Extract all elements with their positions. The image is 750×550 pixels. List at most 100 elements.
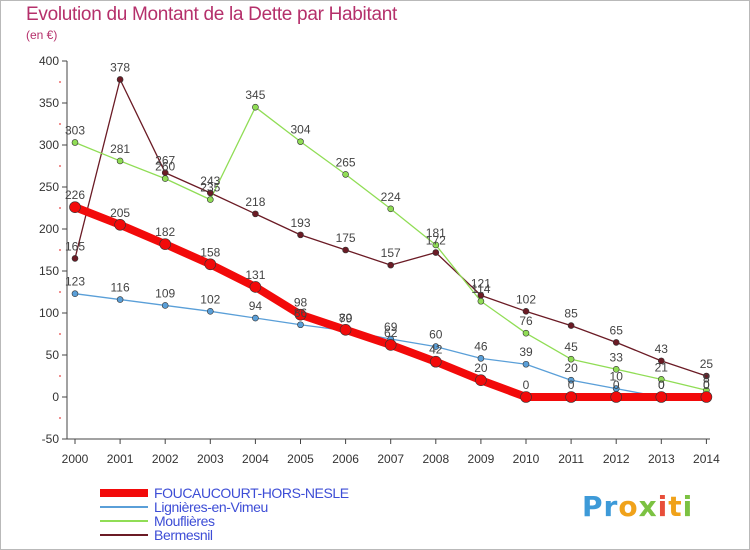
data-label: 165 xyxy=(65,239,85,253)
data-label: 60 xyxy=(429,328,443,342)
y-tick-label: 0 xyxy=(52,390,59,404)
legend-swatch xyxy=(100,534,148,536)
data-label: 25 xyxy=(700,357,714,371)
data-point xyxy=(204,258,217,271)
data-label: 303 xyxy=(65,123,85,137)
data-point xyxy=(252,103,259,111)
data-label: 33 xyxy=(610,350,624,364)
data-point xyxy=(71,290,79,297)
legend-swatch xyxy=(100,506,148,508)
data-point xyxy=(703,372,710,380)
data-point xyxy=(700,391,713,403)
logo-letter: t xyxy=(668,490,683,523)
data-point xyxy=(294,308,307,321)
legend: FOUCAUCOURT-HORS-NESLE Lignières-en-Vimeu… xyxy=(100,486,349,542)
data-point xyxy=(161,175,169,182)
data-label: 76 xyxy=(519,314,533,328)
data-point xyxy=(429,355,442,368)
x-tick-label: 2008 xyxy=(422,452,449,466)
data-label: 43 xyxy=(655,342,669,356)
data-label: 175 xyxy=(336,231,356,245)
x-tick-label: 2009 xyxy=(468,452,495,466)
data-label: 281 xyxy=(110,142,130,156)
x-tick-label: 2010 xyxy=(513,452,540,466)
data-label: 205 xyxy=(110,206,130,220)
legend-swatch xyxy=(100,520,148,522)
data-point xyxy=(249,281,262,293)
x-tick-label: 2006 xyxy=(332,452,359,466)
data-label: 62 xyxy=(384,326,398,340)
data-point xyxy=(477,355,485,362)
data-label: 20 xyxy=(564,361,578,375)
data-point xyxy=(567,322,575,329)
data-label: 8 xyxy=(703,371,710,385)
data-point xyxy=(565,391,577,403)
data-point xyxy=(657,376,665,383)
data-label: 109 xyxy=(155,286,175,300)
data-label: 182 xyxy=(155,225,175,239)
data-point xyxy=(567,376,575,384)
legend-item: Mouflières xyxy=(100,514,349,528)
data-point xyxy=(432,249,440,256)
y-tick-label: 400 xyxy=(39,54,59,68)
data-label: 378 xyxy=(110,60,130,74)
legend-label: Bermesnil xyxy=(154,527,213,543)
x-tick-label: 2011 xyxy=(558,452,584,466)
x-tick-label: 2013 xyxy=(648,452,675,466)
data-label: 116 xyxy=(111,281,130,295)
data-label: 123 xyxy=(65,275,85,289)
y-tick-label: 200 xyxy=(39,222,59,236)
y-tick-label: 350 xyxy=(39,96,59,110)
data-label: 131 xyxy=(245,268,265,282)
proxiti-logo: Proxiti xyxy=(582,490,693,523)
x-tick-label: 2003 xyxy=(197,452,224,466)
legend-label: Lignières-en-Vimeu xyxy=(154,499,268,515)
data-point xyxy=(384,339,397,351)
data-point xyxy=(612,339,620,346)
x-tick-label: 2007 xyxy=(377,452,404,466)
x-tick-label: 2000 xyxy=(62,452,89,466)
logo-letter: x xyxy=(638,490,658,523)
data-point xyxy=(342,171,349,178)
data-label: 21 xyxy=(655,360,669,374)
data-label: 172 xyxy=(426,234,446,248)
data-point xyxy=(567,355,575,363)
data-label: 102 xyxy=(200,292,220,306)
data-point xyxy=(475,374,487,387)
data-point xyxy=(387,205,395,213)
data-label: 85 xyxy=(564,307,578,321)
logo-letter: o xyxy=(618,490,639,523)
data-label: 235 xyxy=(200,181,220,195)
data-point xyxy=(342,246,349,254)
y-tick-label: 300 xyxy=(39,138,59,152)
data-point xyxy=(387,261,395,269)
data-point xyxy=(71,139,79,146)
logo-letter: r xyxy=(603,490,619,523)
data-label: 0 xyxy=(523,378,530,392)
data-point xyxy=(522,329,530,337)
data-label: 226 xyxy=(65,188,85,202)
data-point xyxy=(297,138,304,145)
data-label: 39 xyxy=(519,345,533,359)
data-label: 157 xyxy=(381,246,401,260)
legend-label: Mouflières xyxy=(154,513,215,529)
data-label: 267 xyxy=(155,154,175,168)
data-label: 121 xyxy=(471,276,491,290)
data-point xyxy=(432,241,440,249)
x-tick-label: 2004 xyxy=(242,452,269,466)
data-point xyxy=(610,391,623,403)
data-label: 265 xyxy=(336,155,356,169)
data-point xyxy=(657,357,665,365)
data-label: 20 xyxy=(474,361,488,375)
data-label: 0 xyxy=(703,378,710,392)
data-point xyxy=(116,157,124,165)
x-tick-label: 2002 xyxy=(152,452,179,466)
data-point xyxy=(116,296,124,303)
x-tick-label: 2014 xyxy=(693,452,720,466)
data-label: 181 xyxy=(426,226,446,240)
data-point xyxy=(114,219,126,231)
data-point xyxy=(207,196,214,203)
data-point xyxy=(252,210,259,218)
